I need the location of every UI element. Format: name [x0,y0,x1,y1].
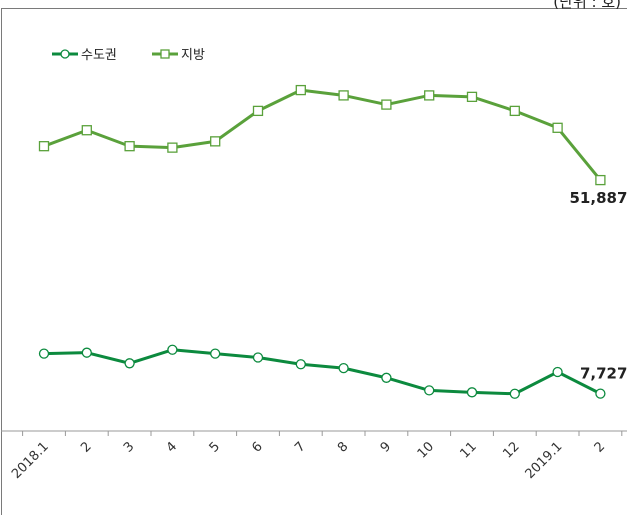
data-point [254,106,263,115]
data-point [254,353,263,362]
legend-label: 수도권 [81,48,117,63]
data-point [468,92,477,101]
data-point [596,389,605,398]
data-point [125,142,134,151]
data-point [40,142,49,151]
data-point [596,176,605,185]
x-tick-label: 8 [335,439,351,455]
data-point [125,359,134,368]
end-value-label: 51,887 [570,189,627,207]
data-point [296,86,305,95]
x-tick-label: 2 [78,439,94,455]
data-point [510,389,519,398]
x-tick-label: 4 [164,439,180,455]
data-point [553,123,562,132]
legend-marker [161,50,169,58]
x-tick-label: 2019.1 [523,439,566,482]
data-point [468,388,477,397]
data-point [382,373,391,382]
x-tick-label: 6 [249,439,265,455]
data-point [211,137,220,146]
data-point [339,91,348,100]
series-line [44,90,600,180]
legend-label: 지방 [181,48,205,63]
x-tick-label: 10 [415,439,437,461]
x-tick-label: 12 [500,439,522,461]
series-line [44,350,600,394]
data-point [510,106,519,115]
x-tick-label: 7 [292,439,308,455]
x-tick-label: 5 [207,439,223,455]
data-point [211,349,220,358]
legend-marker [61,50,69,58]
data-point [82,348,91,357]
data-point [168,345,177,354]
data-point [40,349,49,358]
x-tick-label: 2018.1 [9,439,52,482]
data-point [382,100,391,109]
legend: 수도권 지방 [52,48,205,63]
x-tick-label: 9 [378,439,394,455]
data-point [339,364,348,373]
data-point [168,143,177,152]
series-layer: 7,727 51,887 [40,86,627,399]
x-tick-label: 11 [458,439,480,461]
data-point [296,360,305,369]
x-tick-label: 3 [121,439,137,455]
unit-note: (단위 : 호) [553,0,621,12]
x-tick-label: 2 [592,439,608,455]
data-point [425,386,434,395]
series-1: 7,727 [40,345,627,398]
legend-item-1: 수도권 [52,48,117,63]
data-point [82,126,91,135]
data-point [425,91,434,100]
data-point [553,368,562,377]
series-2: 51,887 [40,86,627,208]
end-value-label: 7,727 [580,365,627,383]
legend-item-2: 지방 [152,48,205,63]
